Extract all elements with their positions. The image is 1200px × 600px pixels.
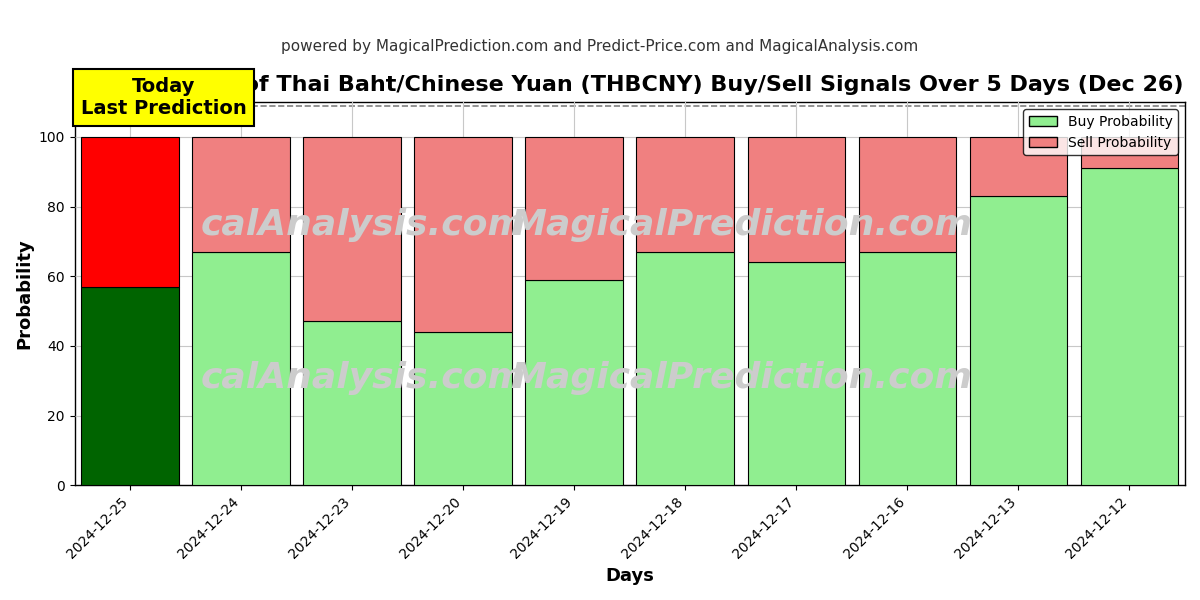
- Text: Today
Last Prediction: Today Last Prediction: [80, 77, 246, 118]
- Bar: [526, 280, 623, 485]
- Text: powered by MagicalPrediction.com and Predict-Price.com and MagicalAnalysis.com: powered by MagicalPrediction.com and Pre…: [281, 39, 919, 54]
- Bar: [636, 252, 734, 485]
- Text: calAnalysis.com: calAnalysis.com: [200, 208, 526, 242]
- Bar: [192, 252, 290, 485]
- Bar: [414, 137, 512, 332]
- Title: Probabilities of Thai Baht/Chinese Yuan (THBCNY) Buy/Sell Signals Over 5 Days (D: Probabilities of Thai Baht/Chinese Yuan …: [77, 75, 1183, 95]
- Y-axis label: Probability: Probability: [16, 238, 34, 349]
- Bar: [748, 262, 845, 485]
- Text: calAnalysis.com: calAnalysis.com: [200, 361, 526, 395]
- Bar: [748, 137, 845, 262]
- Bar: [414, 332, 512, 485]
- Bar: [1081, 137, 1178, 168]
- Bar: [1081, 168, 1178, 485]
- Bar: [304, 322, 401, 485]
- Bar: [858, 252, 956, 485]
- Bar: [82, 287, 179, 485]
- Bar: [526, 137, 623, 280]
- Legend: Buy Probability, Sell Probability: Buy Probability, Sell Probability: [1024, 109, 1178, 155]
- Bar: [192, 137, 290, 252]
- Text: MagicalPrediction.com: MagicalPrediction.com: [510, 361, 972, 395]
- Bar: [82, 137, 179, 287]
- Text: MagicalPrediction.com: MagicalPrediction.com: [510, 208, 972, 242]
- X-axis label: Days: Days: [605, 567, 654, 585]
- Bar: [636, 137, 734, 252]
- Bar: [970, 137, 1067, 196]
- Bar: [858, 137, 956, 252]
- Bar: [304, 137, 401, 322]
- Bar: [970, 196, 1067, 485]
